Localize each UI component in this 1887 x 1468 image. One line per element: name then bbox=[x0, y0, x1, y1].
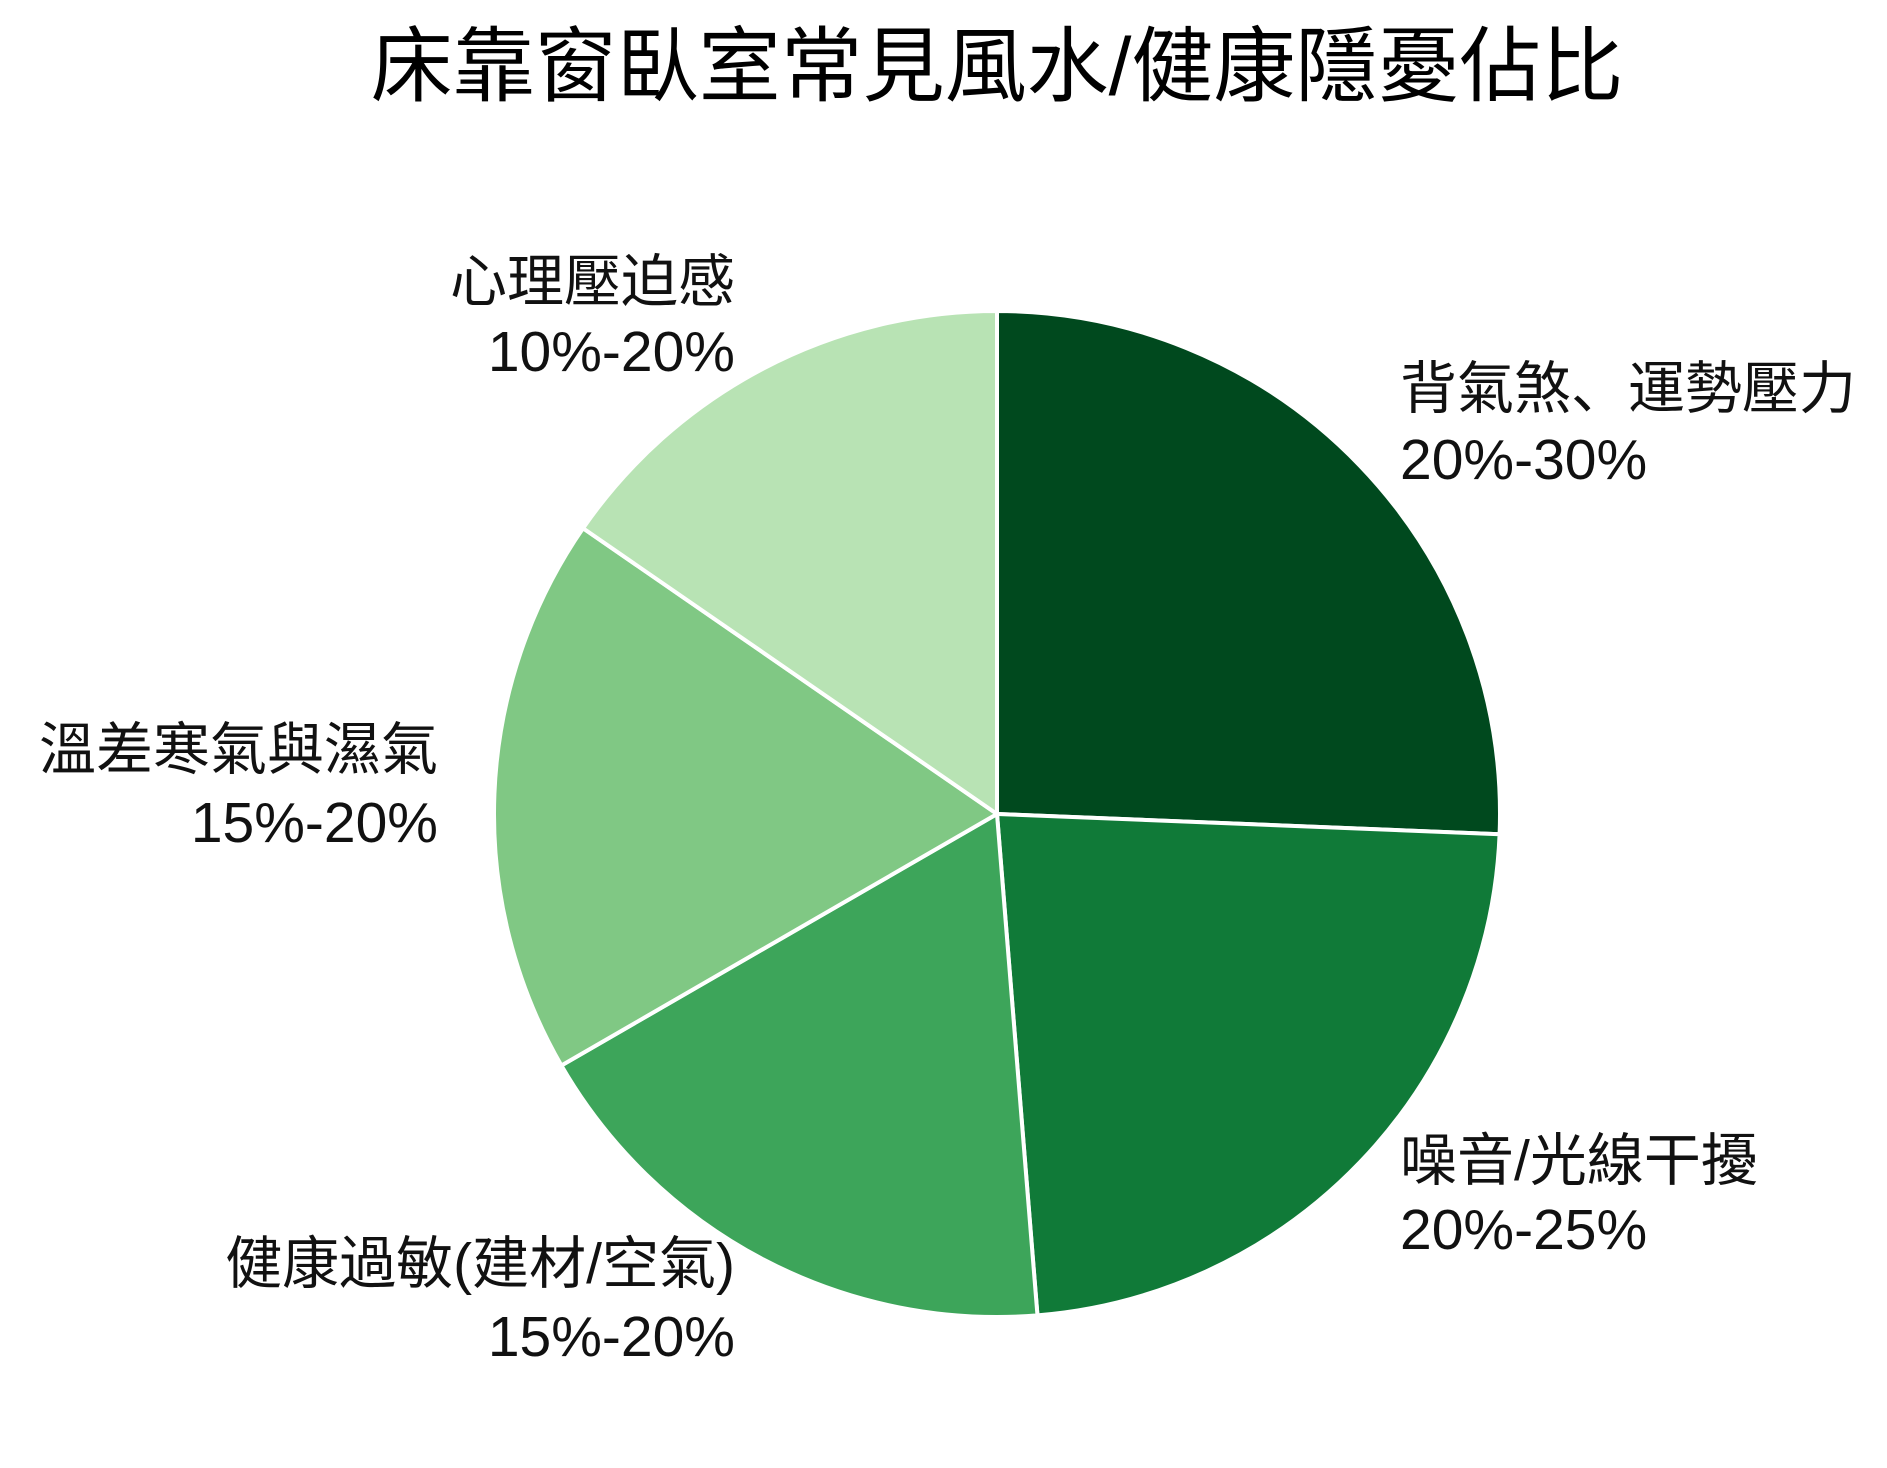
pie-slices bbox=[492, 309, 1502, 1319]
pie-slice-temperature-humidity bbox=[492, 526, 999, 1068]
pie-slice-fengshui-pressure bbox=[995, 309, 1502, 837]
pie-slice-psychological-pressure bbox=[581, 309, 999, 816]
slice-label-health-allergy: 健康過敏(建材/空氣) bbox=[225, 1232, 735, 1296]
slice-label-psychological-pressure: 心理壓迫感 bbox=[450, 250, 735, 314]
slice-range-fengshui-pressure: 20%-30% bbox=[1400, 428, 1647, 492]
chart-title: 床靠窗臥室常見風水/健康隱憂佔比 bbox=[371, 22, 1624, 113]
pie-slice-health-allergy bbox=[559, 812, 1040, 1319]
slice-range-psychological-pressure: 10%-20% bbox=[488, 320, 735, 384]
slice-range-temperature-humidity: 15%-20% bbox=[191, 791, 438, 855]
slice-label-noise-light: 噪音/光線干擾 bbox=[1400, 1129, 1758, 1193]
slice-range-noise-light: 20%-25% bbox=[1400, 1198, 1647, 1262]
slice-label-fengshui-pressure: 背氣煞、運勢壓力 bbox=[1400, 357, 1856, 421]
pie-slice-noise-light bbox=[995, 812, 1502, 1318]
slice-label-temperature-humidity: 溫差寒氣與濕氣 bbox=[39, 718, 438, 782]
slice-range-health-allergy: 15%-20% bbox=[488, 1305, 735, 1369]
